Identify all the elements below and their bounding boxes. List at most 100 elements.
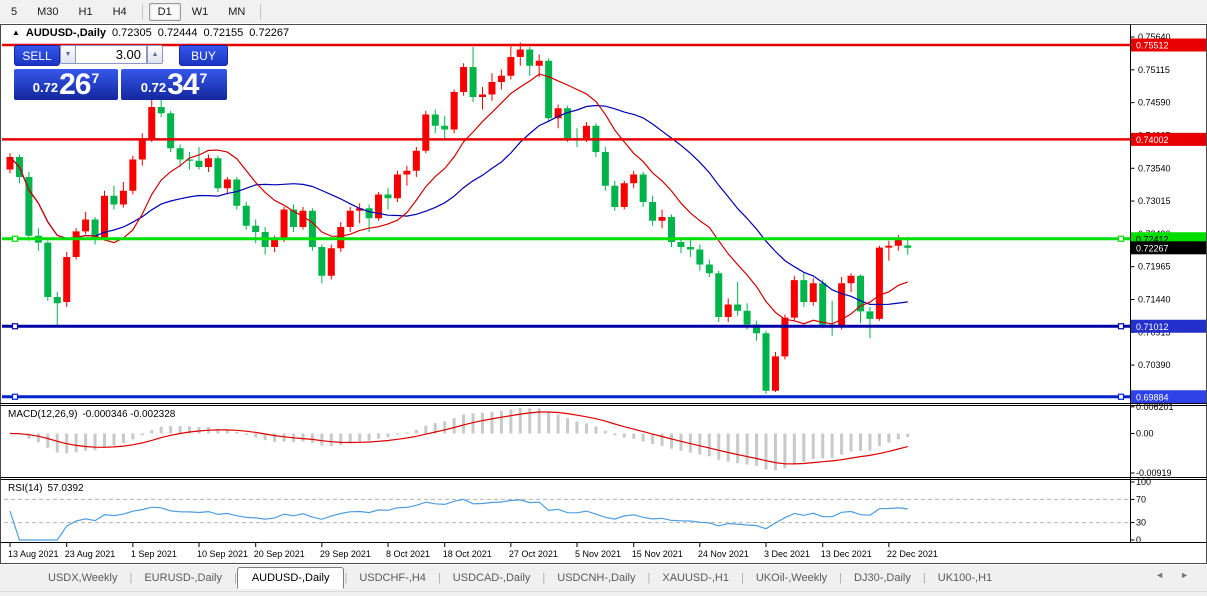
hline-0.71012[interactable] bbox=[2, 323, 1130, 330]
tab-dj30-daily[interactable]: DJ30-,Daily bbox=[854, 572, 911, 584]
rsi-indicator-label: RSI(14) 57.0392 bbox=[8, 483, 84, 494]
timeframe-button-5[interactable]: 5 bbox=[11, 5, 18, 18]
sell-price-button[interactable]: 0.72 26 7 bbox=[14, 69, 118, 100]
ohlc-close: 0.72267 bbox=[249, 27, 290, 39]
spin-up-icon: ▲ bbox=[151, 51, 159, 58]
price-tick-label: 0.75115 bbox=[1138, 65, 1170, 75]
price-badge-0.71012: 0.71012 bbox=[1131, 319, 1206, 333]
date-axis[interactable]: 13 Aug 2021 23 Aug 2021 1 Sep 2021 10 Sep 2… bbox=[8, 543, 938, 559]
price-badge-0.69884: 0.69884 bbox=[1131, 390, 1206, 404]
line-handle bbox=[11, 323, 19, 330]
svg-text:0.71012: 0.71012 bbox=[1136, 322, 1169, 332]
tab-separator: | bbox=[344, 572, 348, 584]
line-handle bbox=[11, 393, 19, 400]
line-handle bbox=[1117, 235, 1125, 242]
tab-separator: | bbox=[542, 572, 546, 584]
line-handle bbox=[1117, 323, 1125, 330]
volume-input[interactable]: 3.00 bbox=[75, 45, 147, 64]
timeframe-button-m30[interactable]: M30 bbox=[37, 5, 59, 18]
rsi-tick-label: 100 bbox=[1136, 477, 1151, 487]
chart-window-frame bbox=[0, 24, 1207, 564]
date-tick-label: 13 Aug 2021 bbox=[8, 549, 59, 559]
rsi-tick-label: 0 bbox=[1136, 535, 1141, 545]
price-pane bbox=[2, 42, 1130, 400]
sell-price-prefix: 0.72 bbox=[32, 80, 59, 95]
tab-scroll-right-icon[interactable]: ► bbox=[1180, 570, 1189, 580]
rsi-pane bbox=[4, 498, 1129, 541]
hline-0.69884[interactable] bbox=[2, 393, 1130, 400]
sell-price-sup: 7 bbox=[91, 70, 100, 86]
date-tick-label: 18 Oct 2021 bbox=[443, 549, 492, 559]
rsi-line bbox=[9, 498, 908, 541]
candles-series bbox=[6, 42, 912, 394]
ma-slow-line bbox=[9, 104, 908, 306]
tab-separator: | bbox=[129, 572, 133, 584]
rsi-name: RSI(14) bbox=[8, 483, 43, 494]
price-tick-label: 0.70390 bbox=[1138, 360, 1171, 370]
collapse-trade-panel-icon[interactable]: ▲ bbox=[12, 27, 20, 37]
buy-button[interactable]: BUY bbox=[179, 45, 228, 66]
tab-separator: | bbox=[437, 572, 441, 584]
line-handle bbox=[1117, 393, 1125, 400]
volume-decrease-button[interactable]: ▼ bbox=[60, 45, 76, 64]
tab-separator: | bbox=[839, 572, 843, 584]
spin-down-icon: ▼ bbox=[64, 51, 72, 58]
timeframe-button-mn[interactable]: MN bbox=[228, 5, 246, 18]
date-tick-label: 27 Oct 2021 bbox=[509, 549, 558, 559]
date-tick-label: 8 Oct 2021 bbox=[386, 549, 430, 559]
tab-separator: | bbox=[922, 572, 926, 584]
tab-usdx-weekly[interactable]: USDX,Weekly bbox=[48, 572, 118, 584]
tab-separator: | bbox=[741, 572, 744, 584]
tab-usdchf-h4[interactable]: USDCHF-,H4 bbox=[359, 572, 426, 584]
price-tick-label: 0.73540 bbox=[1138, 163, 1171, 173]
macd-pane bbox=[9, 408, 910, 471]
date-tick-label: 3 Dec 2021 bbox=[764, 549, 810, 559]
macd-name: MACD(12,26,9) bbox=[8, 409, 78, 420]
buy-price-button[interactable]: 0.72 34 7 bbox=[121, 69, 227, 100]
svg-text:0.74002: 0.74002 bbox=[1136, 135, 1169, 145]
date-tick-label: 23 Aug 2021 bbox=[65, 549, 116, 559]
tab-scroll-left-icon[interactable]: ◄ bbox=[1155, 570, 1165, 580]
tab-ukoil-weekly[interactable]: UKOil-,Weekly bbox=[755, 572, 828, 584]
volume-increase-button[interactable]: ▲ bbox=[147, 45, 163, 64]
one-click-trading-panel: SELL ▼ 3.00 ▲ BUY 0.72 26 7 0.72 34 7 bbox=[14, 45, 228, 100]
timeframe-button-h1[interactable]: H1 bbox=[78, 5, 93, 18]
symbol-tabbar: USDX,Weekly | EURUSD-,Daily | AUDUSD-,Daily |… bbox=[0, 565, 1207, 591]
price-tick-label: 0.71440 bbox=[1138, 295, 1171, 305]
ma-fast-line bbox=[9, 73, 908, 325]
date-tick-label: 15 Nov 2021 bbox=[632, 549, 683, 559]
sell-button[interactable]: SELL bbox=[14, 45, 60, 66]
tab-separator: | bbox=[647, 572, 651, 584]
date-tick-label: 22 Dec 2021 bbox=[887, 549, 938, 559]
timeframe-button-d1[interactable]: D1 bbox=[148, 2, 181, 21]
macd-values: -0.000346 -0.002328 bbox=[82, 409, 176, 420]
ohlc-high: 0.72444 bbox=[157, 27, 198, 39]
chart-symbol-label: AUDUSD-,Daily bbox=[25, 27, 106, 39]
svg-text:0.72267: 0.72267 bbox=[1136, 243, 1169, 253]
date-tick-label: 10 Sep 2021 bbox=[197, 549, 248, 559]
price-axis[interactable]: 0.756400.751150.745900.740650.735400.730… bbox=[1130, 24, 1207, 546]
tab-usdcnh-daily[interactable]: USDCNH-,Daily bbox=[557, 572, 636, 584]
toolbar-separator bbox=[141, 3, 143, 20]
macd-signal-line bbox=[9, 411, 908, 465]
svg-text:0.75512: 0.75512 bbox=[1136, 41, 1169, 51]
tab-separator: | bbox=[233, 572, 237, 584]
ohlc-low: 0.72155 bbox=[203, 27, 244, 39]
bottom-strip bbox=[0, 591, 1207, 596]
ohlc-open: 0.72305 bbox=[112, 27, 152, 39]
tab-uk100-h1[interactable]: UK100-,H1 bbox=[937, 572, 993, 584]
timeframe-toolbar: 5 M30 H1 H4 D1 W1 MN bbox=[0, 0, 1207, 23]
tab-usdcad-daily[interactable]: USDCAD-,Daily bbox=[452, 572, 531, 584]
macd-tick-label: 0.00 bbox=[1136, 429, 1154, 439]
timeframe-button-w1[interactable]: W1 bbox=[191, 5, 209, 18]
tab-eurusd-daily[interactable]: EURUSD-,Daily bbox=[144, 572, 222, 584]
timeframe-button-h4[interactable]: H4 bbox=[112, 5, 127, 18]
tab-xauusd-h1[interactable]: XAUUSD-,H1 bbox=[662, 572, 729, 584]
hline-0.72412[interactable] bbox=[2, 235, 1130, 242]
price-badge-0.72267: 0.72267 bbox=[1131, 241, 1206, 255]
tab-audusd-daily[interactable]: AUDUSD-,Daily bbox=[236, 567, 345, 589]
date-tick-label: 5 Nov 2021 bbox=[575, 549, 621, 559]
chart-title: ▲ AUDUSD-,Daily 0.72305 0.72444 0.72155 … bbox=[12, 27, 289, 39]
